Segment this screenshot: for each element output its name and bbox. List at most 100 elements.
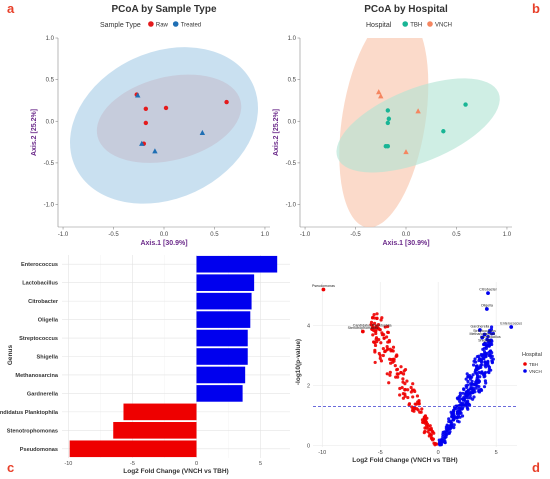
point-label: Pseudomonas: [312, 284, 335, 288]
category-label: Citrobacter: [28, 299, 59, 305]
labeled-points: Pseudomonas Candidatus PlanktophilaStenot…: [312, 284, 522, 346]
ellipses: [70, 47, 258, 204]
x-tick-label: -5: [130, 461, 135, 467]
y-axis-label: Genus: [7, 345, 14, 366]
y-tick-label: 0.0: [288, 119, 297, 125]
legend-swatch-1: [427, 21, 433, 27]
category-label: Shigella: [37, 355, 59, 361]
bar-streptococcus: [196, 329, 248, 347]
bar-stenotrophomonas: [113, 422, 197, 439]
x-tick-label: 0.5: [210, 232, 219, 238]
ellipse-treated: [70, 47, 258, 204]
ellipse-tbh: [336, 78, 500, 173]
y-axis-label: -log10(p-value): [295, 339, 302, 385]
x-tick-label: 5: [259, 461, 262, 467]
y-axis-label: Axis.2 [25.2%]: [273, 109, 280, 156]
point-vnch-2: [415, 108, 421, 114]
point-label: Shigella: [478, 339, 491, 343]
point-treated-0: [135, 92, 141, 98]
bar-panel-c: Enterococcus Lactobacillus Citrobacter Olig…: [0, 255, 290, 475]
legend: Hospital TBH VNCH: [522, 352, 542, 374]
y-tick-label: 4: [307, 324, 310, 330]
bar-lactobacillus: [196, 274, 255, 291]
bar-enterococcus: [196, 255, 278, 273]
point-treated-2: [152, 148, 158, 154]
point-tbh-0: [385, 108, 391, 113]
y-tick-label: -1.0: [286, 203, 297, 209]
pcoa-panel-a: PCoA by Sample Type Sample Type Raw Treated…: [31, 4, 270, 247]
point-raw-5: [224, 99, 229, 105]
point-citrobacter: [486, 291, 490, 295]
x-tick-label: -10: [64, 461, 72, 467]
bar-shigella: [196, 348, 248, 365]
x-tick-label: 5: [495, 450, 498, 456]
point-label: Lactobacillus: [480, 335, 501, 339]
y-tick-label: 0.5: [46, 78, 55, 84]
category-label: Enterococcus: [21, 262, 58, 268]
point-label: Oligella: [481, 304, 493, 308]
legend-label-0: TBH: [410, 23, 422, 29]
ellipses: [336, 38, 500, 227]
volcano-panel-d: Pseudomonas Candidatus PlanktophilaStenot…: [295, 282, 542, 464]
panel-letter-d: d: [532, 460, 540, 475]
legend-swatch-1: [523, 369, 527, 373]
y-tick-label: 0.0: [46, 119, 55, 125]
y-axis-label: Axis.2 [25.2%]: [31, 109, 38, 156]
point-raw-4: [163, 105, 169, 111]
point-label: Gardnerella: [471, 325, 490, 329]
point-label: Citrobacter: [479, 288, 497, 292]
point-tbh-4: [385, 144, 391, 149]
category-label: Candidatus Planktophila: [0, 410, 59, 416]
point-tbh-2: [385, 120, 391, 126]
chart-title: PCoA by Sample Type: [111, 4, 216, 15]
x-tick-label: -0.5: [108, 232, 119, 238]
point-vnch-1: [378, 93, 384, 99]
x-tick-label: -5: [378, 450, 383, 456]
x-tick-label: 0: [437, 450, 440, 456]
legend: Hospital TBH VNCH: [366, 21, 452, 29]
x-axis-label: Log2 Fold Change (VNCH vs TBH): [123, 468, 228, 475]
x-tick-label: -1.0: [58, 232, 69, 238]
x-tick-label: 0.0: [160, 232, 169, 238]
x-axis-label: Axis.1 [30.9%]: [140, 240, 187, 247]
category-label: Gardnerella: [27, 391, 59, 397]
legend-title: Sample Type: [100, 22, 141, 29]
point-pseudomonas: [321, 287, 326, 292]
point-shigella: [482, 342, 487, 346]
x-tick-label: -1.0: [300, 232, 311, 238]
legend-swatch-0: [148, 21, 154, 27]
x-tick-label: 1.0: [261, 232, 270, 238]
category-label: Pseudomonas: [20, 447, 58, 453]
point-gardnerella: [478, 328, 482, 332]
x-axis-label: Axis.1 [30.9%]: [382, 240, 429, 247]
x-tick-label: 0.5: [452, 232, 461, 238]
point-vnch-0: [376, 89, 382, 95]
point-methanosarcina: [480, 335, 485, 340]
point-enterococcus: [509, 325, 514, 329]
point-raw-2: [143, 120, 149, 126]
legend-label-0: TBH: [529, 362, 538, 367]
point-tbh-6: [463, 102, 468, 107]
volcano-points: [369, 312, 495, 447]
legend-label-1: VNCH: [529, 369, 542, 374]
point-treated-3: [199, 129, 206, 136]
y-tick-label: -0.5: [286, 161, 297, 167]
bar-oligella: [196, 311, 251, 328]
category-label: Lactobacillus: [22, 281, 58, 287]
legend-label-1: VNCH: [435, 23, 452, 29]
point-candidatus-planktophila: [370, 327, 375, 331]
point-treated-1: [139, 140, 145, 146]
point-lactobacillus: [488, 338, 493, 343]
y-tick-label: 0: [307, 444, 310, 450]
pcoa-panel-b: PCoA by Hospital Hospital TBH VNCH -1.0 -0.5 0…: [273, 4, 512, 247]
y-tick-label: 1.0: [46, 36, 55, 42]
legend-swatch-0: [523, 362, 527, 366]
x-tick-label: 1.0: [503, 232, 512, 238]
bar-citrobacter: [196, 292, 252, 310]
point-stenotrophomonas: [360, 329, 365, 334]
point-label: Candidatus Planktophila: [353, 324, 392, 328]
y-tick-label: -0.5: [44, 161, 55, 167]
bar-pseudomonas: [69, 440, 197, 458]
point-tbh-1: [386, 116, 392, 121]
